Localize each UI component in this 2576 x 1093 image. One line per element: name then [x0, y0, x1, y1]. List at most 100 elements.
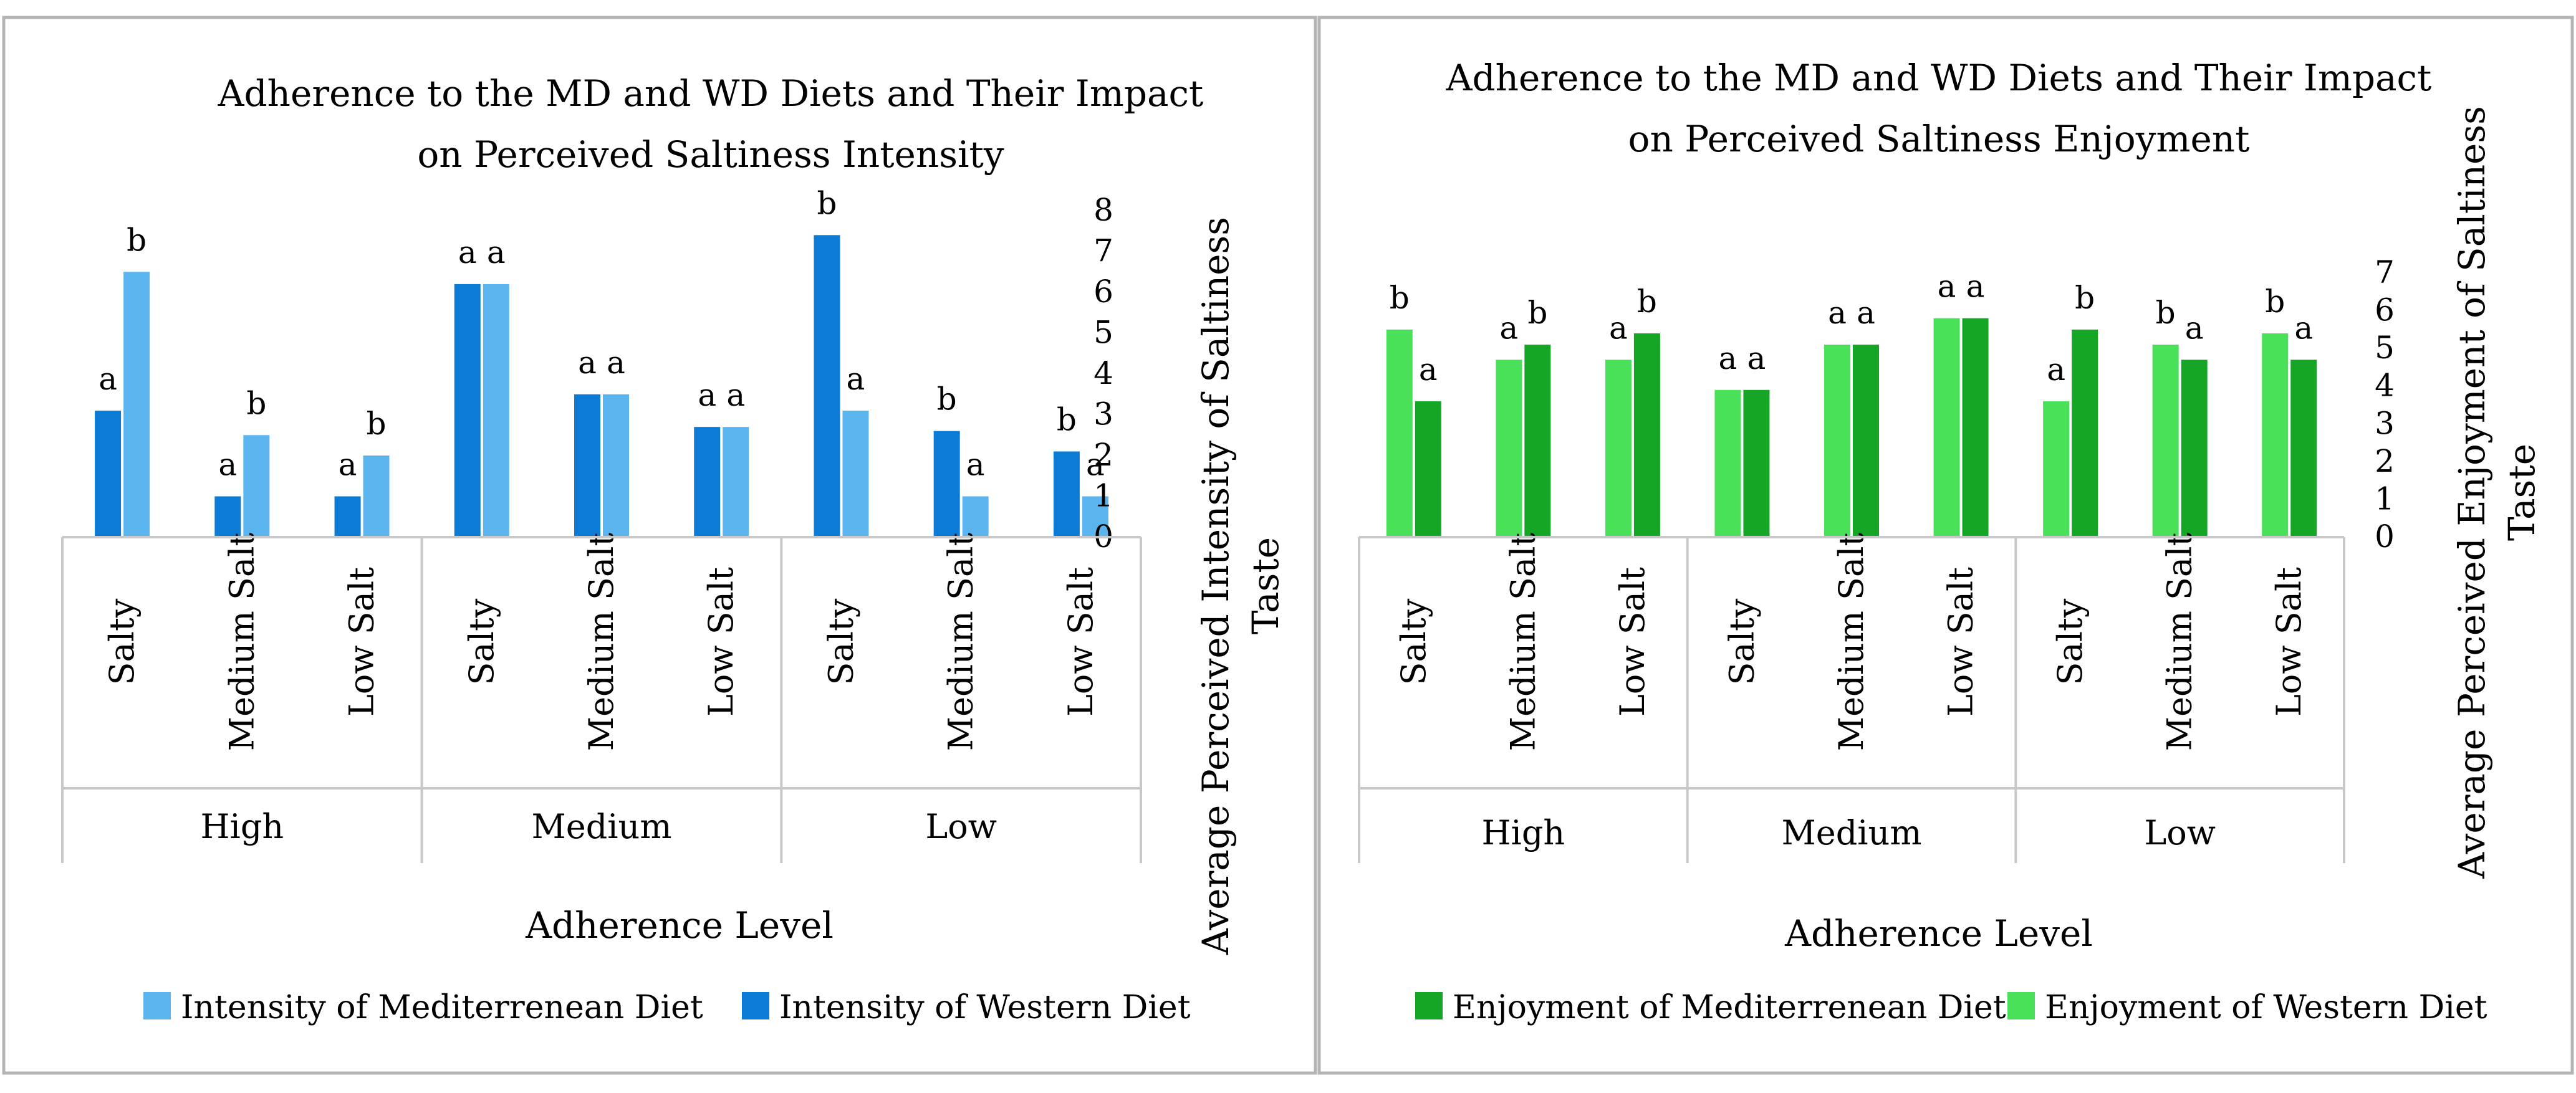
intensity-category-label-0: Salty [102, 598, 142, 685]
intensity-y-tick-3: 3 [1093, 396, 1113, 432]
enjoyment-bar-diet-3 [1743, 389, 1770, 537]
intensity-bar-diet-4 [603, 394, 629, 537]
intensity-bar-sig-label-1-4: a [607, 345, 625, 381]
enjoyment-bar-diet-5 [1933, 318, 1960, 537]
enjoyment-bar-diet-4 [1824, 345, 1850, 537]
enjoyment-bar-sig-label-1-1: b [1527, 295, 1547, 331]
enjoyment-bar-sig-label-0-3: a [1719, 340, 1737, 376]
intensity-bar-sig-label-1-5: a [726, 377, 745, 413]
enjoyment-bar-sig-label-1-4: a [1857, 295, 1875, 331]
enjoyment-bar-diet-0 [1386, 329, 1413, 537]
enjoyment-category-label-3: Salty [1722, 598, 1761, 685]
intensity-bar-diet-3 [454, 284, 481, 537]
intensity-bar-diet-8 [1082, 496, 1108, 537]
enjoyment-bar-sig-label-0-0: b [1390, 280, 1410, 316]
intensity-bar-sig-label-1-6: a [847, 361, 865, 397]
intensity-bar-sig-label-0-5: a [698, 377, 716, 413]
intensity-y-axis-label-line1: Average Perceived Intensity of Saltiness [1194, 217, 1237, 955]
enjoyment-bar-sig-label-0-7: b [2156, 295, 2176, 331]
enjoyment-y-tick-4: 4 [2375, 368, 2395, 404]
intensity-chart-title-line1: Adherence to the MD and WD Diets and The… [218, 72, 1204, 115]
enjoyment-category-label-1: Medium Salt [1503, 533, 1542, 752]
intensity-x-axis-label: Adherence Level [525, 904, 834, 947]
enjoyment-bar-diet-4 [1853, 345, 1879, 537]
intensity-bar-sig-label-0-3: a [458, 234, 477, 270]
intensity-y-tick-4: 4 [1093, 355, 1113, 391]
intensity-bar-diet-0 [123, 272, 150, 537]
enjoyment-chart-title-line2: on Perceived Saltiness Enjoyment [1628, 118, 2250, 160]
enjoyment-bar-sig-label-1-8: a [2294, 310, 2313, 346]
intensity-category-label-4: Medium Salt [582, 533, 621, 752]
enjoyment-bar-sig-label-1-5: a [1966, 269, 1985, 305]
enjoyment-chart-title-line1: Adherence to the MD and WD Diets and The… [1446, 57, 2432, 99]
intensity-bar-sig-label-0-8: b [1057, 401, 1077, 437]
intensity-category-label-2: Low Salt [342, 567, 382, 717]
enjoyment-bar-sig-label-0-4: a [1828, 295, 1847, 331]
enjoyment-bar-sig-label-0-2: a [1609, 310, 1628, 346]
legend-swatch-enjoyment-western [2007, 992, 2035, 1019]
intensity-bar-sig-label-1-8: a [1086, 447, 1105, 483]
intensity-bar-diet-4 [574, 394, 600, 537]
enjoyment-bar-diet-5 [1962, 318, 1989, 537]
enjoyment-y-tick-3: 3 [2375, 405, 2395, 441]
enjoyment-bar-sig-label-1-2: b [1637, 284, 1657, 320]
enjoyment-bar-diet-8 [2262, 333, 2289, 537]
intensity-y-tick-8: 8 [1093, 192, 1113, 228]
enjoyment-bar-diet-2 [1605, 360, 1632, 537]
intensity-bar-sig-label-0-6: b [817, 185, 837, 221]
intensity-bar-diet-6 [814, 235, 840, 537]
enjoyment-y-tick-5: 5 [2375, 330, 2395, 366]
intensity-bar-diet-2 [363, 456, 390, 537]
intensity-bar-diet-7 [962, 496, 989, 537]
legend-swatch-intensity-mediterrenean [143, 992, 171, 1019]
enjoyment-group-label-2: Low [2144, 813, 2216, 852]
enjoyment-category-label-7: Medium Salt [2160, 533, 2199, 752]
intensity-bar-sig-label-1-3: a [487, 234, 506, 270]
intensity-bar-sig-label-0-2: a [339, 447, 357, 483]
intensity-category-label-5: Low Salt [701, 567, 741, 717]
intensity-category-label-6: Salty [821, 598, 860, 685]
enjoyment-y-tick-6: 6 [2375, 292, 2395, 328]
enjoyment-bar-sig-label-0-5: a [1938, 269, 1956, 305]
intensity-bar-sig-label-0-7: b [937, 381, 957, 418]
intensity-bar-diet-7 [933, 431, 960, 537]
enjoyment-y-tick-7: 7 [2375, 254, 2395, 290]
legend-swatch-enjoyment-mediterrenean [1415, 992, 1443, 1019]
enjoyment-bar-sig-label-0-1: a [1499, 310, 1518, 346]
enjoyment-category-label-0: Salty [1394, 598, 1433, 685]
enjoyment-chart: Adherence to the MD and WD Diets and The… [1358, 57, 2543, 1026]
intensity-chart-title-line2: on Perceived Saltiness Intensity [417, 133, 1004, 176]
enjoyment-y-tick-0: 0 [2375, 518, 2395, 555]
intensity-y-tick-6: 6 [1093, 274, 1113, 310]
intensity-category-label-7: Medium Salt [941, 533, 981, 752]
enjoyment-bar-diet-8 [2290, 360, 2317, 537]
right-panel-border [1317, 16, 2574, 1075]
enjoyment-category-label-8: Low Salt [2269, 567, 2309, 717]
enjoyment-category-label-2: Low Salt [1613, 567, 1652, 717]
intensity-group-label-2: Low [925, 807, 997, 846]
enjoyment-bar-sig-label-0-8: b [2265, 284, 2285, 320]
intensity-bar-diet-3 [483, 284, 509, 537]
intensity-bar-sig-label-0-4: a [578, 345, 597, 381]
legend-swatch-intensity-western [742, 992, 769, 1019]
intensity-bar-sig-label-1-1: b [246, 385, 266, 421]
enjoyment-y-tick-1: 1 [2375, 480, 2395, 517]
enjoyment-bar-diet-0 [1415, 401, 1441, 537]
intensity-bar-sig-label-1-2: b [367, 406, 387, 442]
enjoyment-y-tick-2: 2 [2375, 443, 2395, 479]
left-panel-border [2, 16, 1317, 1075]
enjoyment-bar-diet-6 [2072, 329, 2098, 537]
enjoyment-category-label-5: Low Salt [1941, 567, 1981, 717]
intensity-bar-diet-8 [1053, 451, 1080, 537]
intensity-category-label-3: Salty [462, 598, 501, 685]
intensity-bar-diet-6 [842, 410, 869, 537]
enjoyment-bar-sig-label-1-3: a [1747, 340, 1766, 376]
intensity-group-label-1: Medium [531, 807, 671, 846]
legend-label-intensity-mediterrenean: Intensity of Mediterrenean Diet [181, 989, 703, 1026]
enjoyment-x-axis-label: Adherence Level [1784, 912, 2093, 955]
intensity-group-label-0: High [200, 807, 284, 846]
intensity-bar-sig-label-0-0: a [99, 361, 117, 397]
enjoyment-bar-diet-7 [2152, 345, 2179, 537]
enjoyment-bar-diet-6 [2043, 401, 2070, 537]
intensity-y-tick-7: 7 [1093, 233, 1113, 269]
